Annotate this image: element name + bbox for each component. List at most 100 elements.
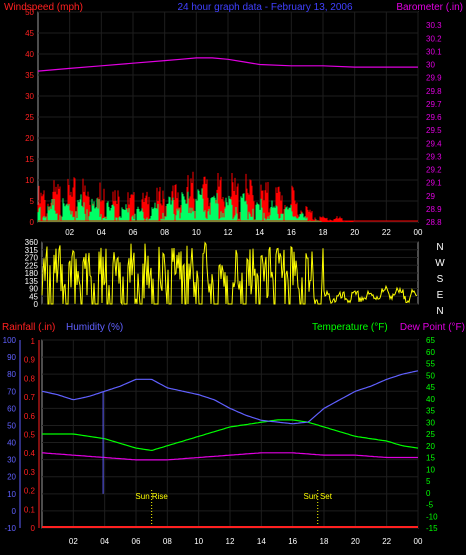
temp-x-tick-label: 12: [226, 537, 235, 546]
temperature-tick-label: 50: [426, 371, 435, 380]
temp-plot-series: Sun Rise Sun Set: [41, 370, 419, 528]
wind-x-tick-label: 00: [414, 228, 423, 237]
humidity-tick-label: 0: [12, 507, 17, 516]
direction-plot-series: [41, 241, 417, 306]
temperature-tick-label: 25: [426, 430, 435, 439]
direction-tick-label: 360: [25, 238, 39, 247]
temperature-tick-label: 15: [426, 454, 435, 463]
barometer-tick-label: 29.7: [426, 100, 442, 109]
temp-plot-grid: [19, 339, 419, 529]
temp-x-tick-label: 00: [414, 537, 423, 546]
rainfall-tick-label: 0.5: [24, 431, 36, 440]
barometer-axis-label: Barometer (.in): [396, 2, 463, 13]
direction-tick-label: 45: [29, 292, 38, 301]
temperature-tick-label: 60: [426, 348, 435, 357]
barometer-tick-label: 28.9: [426, 205, 442, 214]
humidity-line: [41, 370, 419, 425]
wind-plot-ticks: 0 5 10 15 20 25 30 35 40 45 50 28.8 28.9 29 29.1 29.2 29…: [25, 8, 442, 237]
rainfall-tick-label: 0.6: [24, 412, 36, 421]
wind-tick-label: 15: [25, 155, 34, 164]
compass-label: S: [437, 274, 444, 285]
barometer-tick-label: 29.4: [426, 139, 442, 148]
dewpoint-axis-label: Dew Point (°F): [400, 322, 465, 333]
compass-label: E: [437, 290, 444, 301]
temp-x-tick-label: 16: [288, 537, 297, 546]
temperature-tick-label: 35: [426, 407, 435, 416]
wind-x-tick-label: 08: [160, 228, 169, 237]
temp-x-tick-label: 02: [69, 537, 78, 546]
wind-x-tick-label: 22: [382, 228, 391, 237]
barometer-tick-label: 29.6: [426, 113, 442, 122]
direction-tick-label: 270: [25, 254, 39, 263]
barometer-tick-label: 29.3: [426, 152, 442, 161]
rainfall-tick-label: 0.3: [24, 468, 36, 477]
sun-annotation-label: Sun Set: [303, 492, 332, 501]
rainfall-tick-label: 0.7: [24, 393, 36, 402]
temp-plot-ticks: -10010203040506070809010000.10.20.30.40.…: [3, 336, 438, 546]
rainfall-tick-label: 0.2: [24, 487, 36, 496]
wind-tick-label: 50: [25, 8, 34, 17]
temperature-axis-label: Temperature (°F): [312, 322, 388, 333]
temp-x-tick-label: 08: [163, 537, 172, 546]
barometer-tick-label: 30.2: [426, 34, 442, 43]
temp-x-tick-label: 06: [132, 537, 141, 546]
wind-x-tick-label: 06: [129, 228, 138, 237]
wind-x-tick-label: 14: [255, 228, 264, 237]
humidity-axis-label: Humidity (%): [66, 322, 123, 333]
barometer-tick-label: 29.2: [426, 166, 442, 175]
temperature-tick-label: 40: [426, 395, 435, 404]
humidity-tick-label: 30: [7, 456, 16, 465]
barometer-tick-label: 30.1: [426, 47, 442, 56]
humidity-tick-label: 80: [7, 370, 16, 379]
temp-x-tick-label: 14: [257, 537, 266, 546]
barometer-tick-label: 30.3: [426, 21, 442, 30]
wind-tick-label: 20: [25, 134, 34, 143]
dewpoint-line: [41, 452, 418, 461]
direction-plot-grid: [42, 241, 418, 305]
wind-x-tick-label: 18: [319, 228, 328, 237]
wind-tick-label: 25: [25, 113, 34, 122]
wind-barometer-panel: 0 5 10 15 20 25 30 35 40 45 50 28.8 28.9 29 29.1 29.2 29…: [4, 2, 463, 237]
barometer-tick-label: 29.1: [426, 179, 442, 188]
temp-x-tick-label: 10: [194, 537, 203, 546]
barometer-line: [37, 57, 418, 72]
wind-x-tick-label: 10: [192, 228, 201, 237]
humidity-tick-label: 20: [7, 473, 16, 482]
wind-plot-series: [37, 57, 418, 222]
wind-x-tick-label: 12: [224, 228, 233, 237]
humidity-tick-label: 10: [7, 490, 16, 499]
wind-tick-label: 30: [25, 92, 34, 101]
temperature-tick-label: -10: [426, 512, 438, 521]
compass-label: N: [436, 242, 443, 253]
rainfall-axis-label: Rainfall (.in): [2, 322, 55, 333]
chart-title: 24 hour graph data - February 13, 2006: [177, 2, 353, 13]
humidity-tick-label: 60: [7, 404, 16, 413]
direction-tick-label: 180: [25, 269, 39, 278]
direction-tick-label: 225: [25, 261, 39, 270]
humidity-tick-label: 100: [3, 336, 17, 345]
temperature-tick-label: 45: [426, 383, 435, 392]
humidity-tick-label: 70: [7, 387, 16, 396]
temperature-tick-label: 20: [426, 442, 435, 451]
temp-x-tick-label: 22: [382, 537, 391, 546]
rainfall-tick-label: 0.9: [24, 356, 36, 365]
temperature-tick-label: -15: [426, 524, 438, 533]
rainfall-tick-label: 0.4: [24, 449, 36, 458]
barometer-tick-label: 28.8: [426, 218, 442, 227]
rainfall-tick-label: 0.1: [24, 505, 36, 514]
wind-tick-label: 5: [30, 197, 35, 206]
temperature-tick-label: 10: [426, 465, 435, 474]
wind-tick-label: 10: [25, 176, 34, 185]
direction-tick-label: 90: [29, 285, 38, 294]
humidity-tick-label: 40: [7, 439, 16, 448]
wind-tick-label: 35: [25, 71, 34, 80]
compass-label: W: [435, 258, 445, 269]
rainfall-tick-label: 1: [31, 337, 36, 346]
wind-x-tick-label: 04: [97, 228, 106, 237]
temp-x-tick-label: 20: [351, 537, 360, 546]
barometer-tick-label: 29.9: [426, 74, 442, 83]
temperature-tick-label: 5: [426, 477, 431, 486]
